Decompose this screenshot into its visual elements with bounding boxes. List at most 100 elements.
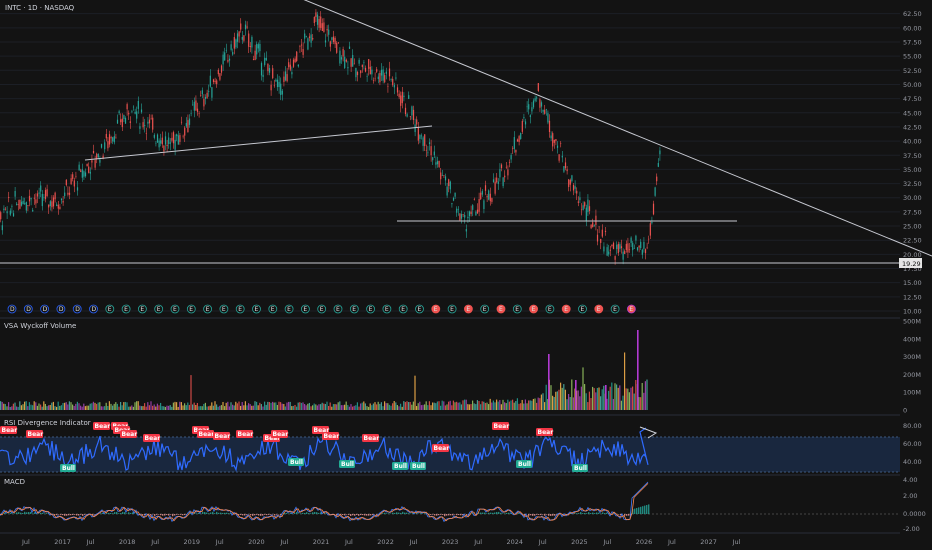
volume-bar xyxy=(624,352,626,410)
earnings-marker-icon[interactable]: E xyxy=(415,304,424,314)
earnings-marker-icon[interactable]: E xyxy=(268,304,278,314)
earnings-marker-icon[interactable]: E xyxy=(366,304,376,314)
earnings-marker-icon[interactable]: E xyxy=(203,304,213,314)
macd-histogram-bar xyxy=(112,513,114,514)
volume-bar xyxy=(46,406,48,410)
candle-body xyxy=(577,201,579,203)
earnings-marker-icon[interactable]: E xyxy=(610,304,620,314)
earnings-marker-icon[interactable]: E xyxy=(561,304,571,314)
volume-bar xyxy=(310,406,312,410)
descending-trendline[interactable] xyxy=(300,0,932,257)
bull-divergence-marker[interactable]: Bull xyxy=(288,458,304,466)
bull-divergence-marker[interactable]: Bull xyxy=(572,464,588,472)
dividend-marker-icon[interactable]: D xyxy=(72,304,82,314)
earnings-marker-icon[interactable]: E xyxy=(480,304,490,314)
earnings-marker-icon[interactable]: E xyxy=(186,304,196,314)
earnings-marker-icon[interactable]: E xyxy=(578,304,587,314)
macd-histogram-bar xyxy=(548,514,550,516)
earnings-marker-icon[interactable]: E xyxy=(431,304,441,314)
bull-divergence-marker[interactable]: Bull xyxy=(60,464,76,472)
earnings-marker-icon[interactable]: E xyxy=(235,304,245,314)
bear-divergence-marker[interactable]: Bear xyxy=(197,430,214,438)
candle-body xyxy=(272,68,274,79)
earnings-marker-icon[interactable]: E xyxy=(333,304,343,314)
earnings-marker-icon[interactable]: E xyxy=(105,304,115,314)
bear-marker-label: Bear xyxy=(95,423,111,430)
candle-body xyxy=(80,170,82,172)
bear-divergence-marker[interactable]: Bear xyxy=(236,430,253,438)
bear-divergence-marker[interactable]: Bear xyxy=(120,430,137,438)
time-axis[interactable]: Jul 2017 Jul 2018 Jul 2019 Jul 2020 Jul 2021 Jul 20… xyxy=(21,538,741,546)
macd-histogram-bar xyxy=(404,512,406,514)
volume-bar xyxy=(494,402,496,410)
macd-histogram-bar xyxy=(424,513,426,514)
candle-body xyxy=(25,202,27,211)
bear-divergence-marker[interactable]: Bear xyxy=(362,434,379,442)
volume-bar xyxy=(550,385,552,410)
bear-divergence-marker[interactable]: Bear xyxy=(213,432,230,440)
earnings-marker-icon[interactable]: E xyxy=(154,304,164,314)
macd-histogram-bar xyxy=(482,512,484,514)
earnings-marker-icon[interactable]: E xyxy=(317,304,327,314)
candle-body xyxy=(308,36,311,38)
dividend-marker-icon[interactable]: D xyxy=(89,304,98,314)
trendlines[interactable] xyxy=(0,0,932,264)
volume-bar xyxy=(128,406,130,410)
bull-divergence-marker[interactable]: Bull xyxy=(410,462,426,470)
volume-bar xyxy=(344,404,346,410)
bear-divergence-marker[interactable]: Bear xyxy=(26,430,43,438)
earnings-marker-icon[interactable]: E xyxy=(398,304,408,314)
earnings-marker-icon[interactable]: E xyxy=(219,304,229,314)
earnings-marker-icon[interactable]: E xyxy=(463,304,473,314)
bear-divergence-marker[interactable]: Bear xyxy=(271,430,288,438)
earnings-marker-icon[interactable]: E xyxy=(300,304,310,314)
dividend-marker-icon[interactable]: D xyxy=(23,304,33,314)
earnings-marker-icon[interactable]: E xyxy=(121,304,131,314)
candle-body xyxy=(132,106,135,108)
volume-bar xyxy=(368,406,370,410)
bull-divergence-marker[interactable]: Bull xyxy=(392,462,408,470)
volume-bar xyxy=(64,402,66,410)
bull-divergence-marker[interactable]: Bull xyxy=(339,460,355,468)
macd-histogram-bar xyxy=(114,512,116,514)
dividend-marker-icon[interactable]: D xyxy=(40,304,49,314)
bear-divergence-marker[interactable]: Bear xyxy=(143,434,160,442)
candle-body xyxy=(342,49,344,57)
earnings-marker-icon[interactable]: E xyxy=(284,304,294,314)
earnings-marker-icon[interactable]: E xyxy=(594,304,604,314)
candle-body xyxy=(659,150,661,155)
earnings-marker-icon[interactable]: E xyxy=(447,304,457,314)
candle-body xyxy=(72,174,74,180)
candle-body xyxy=(363,62,365,64)
bear-divergence-marker[interactable]: Bear xyxy=(536,428,553,436)
earnings-marker-icon[interactable]: E xyxy=(170,304,180,314)
earnings-marker-icon[interactable]: E xyxy=(349,304,359,314)
earnings-marker-icon[interactable]: E xyxy=(382,304,392,314)
macd-histogram-bar xyxy=(456,514,458,516)
earnings-marker-icon[interactable]: E xyxy=(529,304,538,314)
earnings-marker-icon[interactable]: E xyxy=(137,304,147,314)
price-axis[interactable]: 62.50 60.00 57.50 55.00 52.50 50.00 47.50 45.00… xyxy=(903,10,922,315)
volume-bar xyxy=(196,403,198,410)
bear-divergence-marker[interactable]: Bear xyxy=(93,422,110,430)
bull-divergence-marker[interactable]: Bull xyxy=(516,460,532,468)
dividend-marker-icon[interactable]: D xyxy=(7,304,17,314)
bear-divergence-marker[interactable]: Bear xyxy=(0,426,17,434)
earnings-marker-icon[interactable]: E xyxy=(545,304,555,314)
bear-divergence-marker[interactable]: Bear xyxy=(322,432,339,440)
earnings-marker-icon[interactable]: E xyxy=(512,304,522,314)
dividend-marker-icon[interactable]: D xyxy=(56,304,66,314)
earnings-marker-icon[interactable]: E xyxy=(496,304,506,314)
bear-divergence-marker[interactable]: Bear xyxy=(432,444,449,452)
neckline-trendline[interactable] xyxy=(84,125,433,161)
macd-histogram-bar xyxy=(326,513,328,514)
bear-divergence-marker[interactable]: Bear xyxy=(492,422,509,430)
volume-tick-label: 300M xyxy=(903,353,921,361)
earnings-marker-icon[interactable]: E xyxy=(252,304,261,314)
candle-body xyxy=(555,139,557,142)
volume-bar xyxy=(633,393,635,410)
earnings-marker-icon[interactable]: E xyxy=(627,304,636,314)
